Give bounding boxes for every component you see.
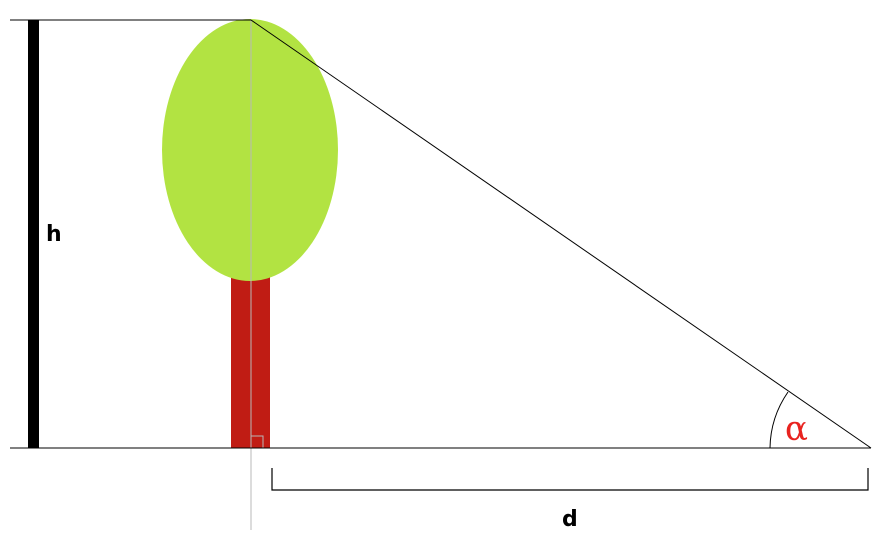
distance-bracket <box>271 468 869 491</box>
height-label: h <box>46 222 62 247</box>
distance-label: d <box>562 507 578 532</box>
tree-foliage <box>162 19 338 281</box>
angle-arc <box>769 391 789 449</box>
right-angle-marker <box>251 435 264 448</box>
sight-line <box>250 19 872 449</box>
height-bar <box>28 20 39 448</box>
angle-label: α <box>785 409 808 449</box>
